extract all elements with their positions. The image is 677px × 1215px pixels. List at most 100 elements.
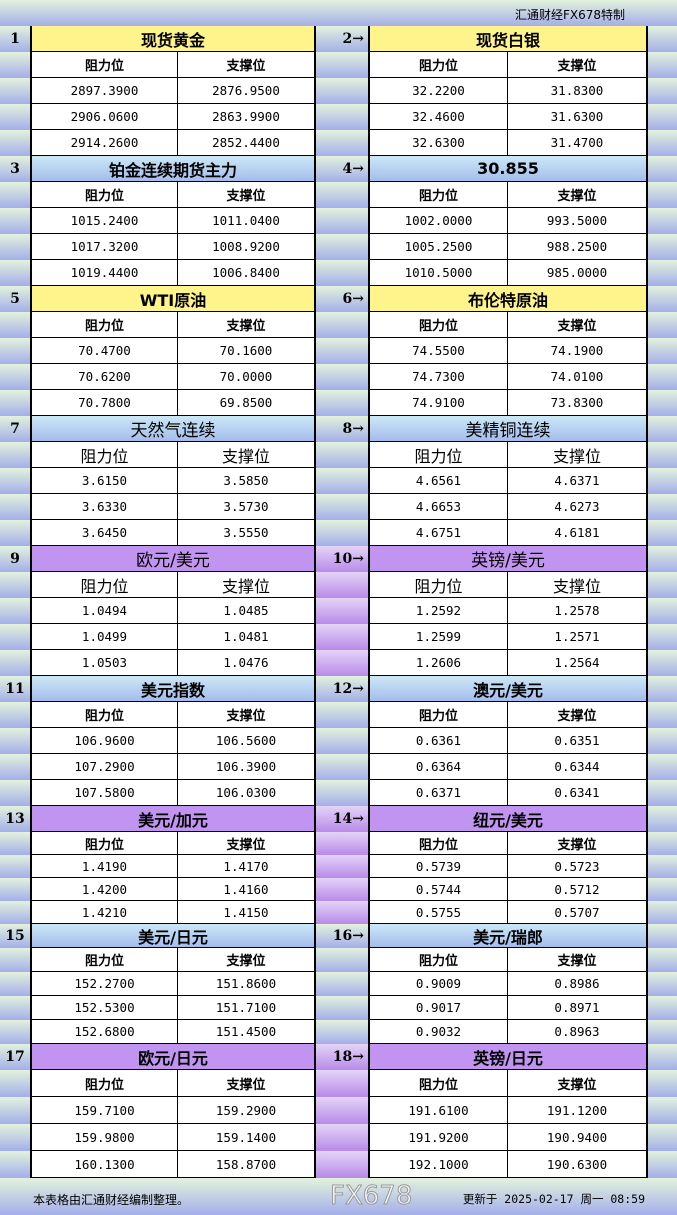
table-row: 107.2900 106.3900 0.6364 0.6344 [0, 754, 677, 780]
margin [0, 650, 30, 676]
margin [648, 1070, 677, 1097]
column-header-row: 阻力位 支撑位 阻力位 支撑位 [0, 1070, 677, 1097]
column-header-row: 阻力位 支撑位 阻力位 支撑位 [0, 312, 677, 338]
margin [0, 996, 30, 1020]
row-number: 6→ [316, 286, 368, 312]
section-2: 3 铂金连续期货主力 4→ 30.855 阻力位 支撑位 阻力位 支撑位 1015.2400 10… [0, 156, 677, 286]
resistance-header: 阻力位 [30, 948, 178, 972]
support-header: 支撑位 [508, 182, 648, 208]
table-row: 2897.3900 2876.9500 32.2200 31.8300 [0, 78, 677, 104]
margin [0, 130, 30, 156]
margin [316, 1020, 368, 1044]
margin [648, 104, 677, 130]
support-value: 0.8971 [508, 996, 648, 1020]
support-value: 0.5707 [508, 901, 648, 924]
resistance-value: 2906.0600 [30, 104, 178, 130]
margin [0, 624, 30, 650]
section-8: 15 美元/日元 16→ 美元/瑞郎 阻力位 支撑位 阻力位 支撑位 152.2700 151.8… [0, 924, 677, 1044]
row-number: 9 [0, 546, 30, 572]
support-value: 1.4160 [178, 878, 316, 901]
resistance-value: 4.6561 [368, 468, 508, 494]
table-row: 1019.4400 1006.8400 1010.5000 985.0000 [0, 260, 677, 286]
resistance-value: 3.6150 [30, 468, 178, 494]
resistance-value: 1015.2400 [30, 208, 178, 234]
margin [648, 468, 677, 494]
margin [0, 1124, 30, 1151]
support-value: 106.0300 [178, 780, 316, 806]
support-value: 0.8986 [508, 972, 648, 996]
support-value: 106.5600 [178, 728, 316, 754]
margin [648, 901, 677, 924]
margin [0, 260, 30, 286]
margin [316, 1124, 368, 1151]
row-number: 3 [0, 156, 30, 182]
margin [0, 780, 30, 806]
resistance-header: 阻力位 [368, 832, 508, 855]
row-number: 15 [0, 924, 30, 948]
resistance-value: 2897.3900 [30, 78, 178, 104]
support-header: 支撑位 [178, 182, 316, 208]
quote-table: 1 现货黄金 2→ 现货白银 阻力位 支撑位 阻力位 支撑位 2897.3900 2876.950… [0, 26, 677, 1178]
resistance-value: 74.5500 [368, 338, 508, 364]
resistance-value: 1005.2500 [368, 234, 508, 260]
margin [648, 494, 677, 520]
support-value: 31.6300 [508, 104, 648, 130]
resistance-header: 阻力位 [30, 572, 178, 598]
footer: 本表格由汇通财经编制整理。 更新于 2025-02-17 周一 08:59 [0, 1178, 677, 1215]
margin [648, 1044, 677, 1070]
resistance-value: 1.2606 [368, 650, 508, 676]
resistance-value: 0.9017 [368, 996, 508, 1020]
margin [0, 234, 30, 260]
margin [316, 494, 368, 520]
resistance-value: 0.5739 [368, 855, 508, 878]
margin [648, 1020, 677, 1044]
support-value: 1.2564 [508, 650, 648, 676]
support-value: 1.0481 [178, 624, 316, 650]
support-value: 0.6344 [508, 754, 648, 780]
resistance-header: 阻力位 [368, 1070, 508, 1097]
section-title-row: 3 铂金连续期货主力 4→ 30.855 [0, 156, 677, 182]
row-number: 11 [0, 676, 30, 702]
support-header: 支撑位 [508, 52, 648, 78]
margin [316, 948, 368, 972]
table-row: 2906.0600 2863.9900 32.4600 31.6300 [0, 104, 677, 130]
margin [316, 996, 368, 1020]
instrument-name: 30.855 [368, 156, 648, 182]
section-title-row: 17 欧元/日元 18→ 英镑/日元 [0, 1044, 677, 1070]
margin [316, 260, 368, 286]
margin [316, 338, 368, 364]
row-number: 1 [0, 26, 30, 52]
resistance-header: 阻力位 [30, 702, 178, 728]
margin [648, 416, 677, 442]
margin [648, 390, 677, 416]
resistance-header: 阻力位 [30, 312, 178, 338]
resistance-value: 3.6330 [30, 494, 178, 520]
resistance-value: 106.9600 [30, 728, 178, 754]
instrument-name: 美元/瑞郎 [368, 924, 648, 948]
section-7: 13 美元/加元 14→ 纽元/美元 阻力位 支撑位 阻力位 支撑位 1.4190 1.4170 0… [0, 806, 677, 924]
margin [0, 1097, 30, 1124]
support-value: 159.1400 [178, 1124, 316, 1151]
instrument-name: 美精铜连续 [368, 416, 648, 442]
resistance-value: 70.6200 [30, 364, 178, 390]
margin [648, 52, 677, 78]
instrument-name: 布伦特原油 [368, 286, 648, 312]
row-number: 16→ [316, 924, 368, 948]
margin [316, 878, 368, 901]
margin [0, 364, 30, 390]
margin [648, 520, 677, 546]
resistance-value: 32.2200 [368, 78, 508, 104]
support-value: 31.4700 [508, 130, 648, 156]
resistance-value: 0.6364 [368, 754, 508, 780]
margin [0, 878, 30, 901]
table-row: 1.4210 1.4150 0.5755 0.5707 [0, 901, 677, 924]
instrument-name: 天然气连续 [30, 416, 316, 442]
resistance-value: 152.2700 [30, 972, 178, 996]
margin [0, 182, 30, 208]
margin [316, 364, 368, 390]
margin [0, 520, 30, 546]
resistance-value: 74.9100 [368, 390, 508, 416]
margin [648, 312, 677, 338]
margin [648, 442, 677, 468]
resistance-header: 阻力位 [368, 312, 508, 338]
